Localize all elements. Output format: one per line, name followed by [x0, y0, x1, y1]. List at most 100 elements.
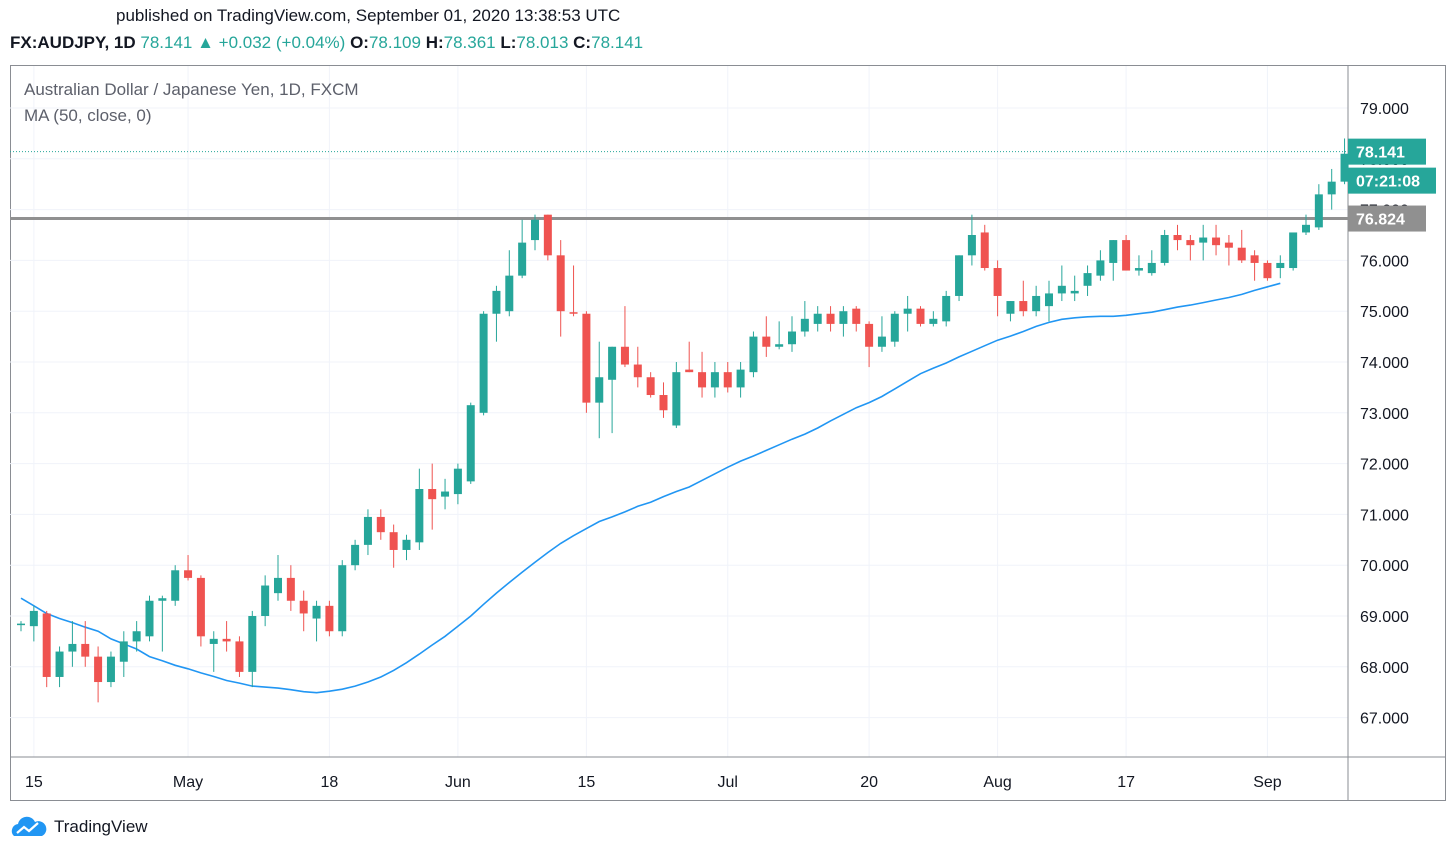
candle-body — [608, 346, 617, 380]
candle — [633, 346, 642, 388]
candle — [980, 224, 989, 271]
candle-body — [209, 638, 218, 644]
candle-body — [813, 313, 822, 324]
y-tick-label: 73.000 — [1360, 406, 1409, 423]
candle — [672, 362, 681, 429]
candle-body — [505, 275, 514, 312]
candle-body — [633, 364, 642, 378]
candle-body — [543, 214, 552, 256]
candle — [685, 341, 694, 373]
candle-body — [1045, 293, 1053, 307]
countdown-tag-bg — [1348, 167, 1436, 194]
candle — [132, 621, 141, 652]
candle-body — [839, 311, 848, 324]
candle-body — [1057, 285, 1066, 294]
candle — [620, 306, 629, 368]
candle — [42, 610, 51, 688]
candle-body — [942, 295, 951, 322]
candle-body — [351, 544, 360, 566]
candle — [762, 316, 771, 357]
candle — [119, 631, 128, 677]
candle-body — [248, 616, 257, 672]
candle — [106, 651, 115, 688]
candle — [1096, 250, 1105, 281]
candle-body — [1289, 232, 1298, 269]
candle — [1083, 265, 1092, 296]
candle-body — [659, 395, 668, 411]
indicator-legend[interactable]: MA (50, close, 0) — [24, 106, 152, 125]
last-price-tag-text: 78.141 — [1356, 145, 1405, 162]
brand-footer[interactable]: TradingView — [8, 816, 148, 838]
candle — [286, 565, 295, 611]
candle — [479, 311, 488, 416]
candle — [1250, 250, 1259, 281]
change-value: +0.032 (+0.04%) — [218, 33, 346, 52]
low-value: 78.013 — [516, 33, 569, 52]
candle-body — [890, 313, 899, 342]
candle — [81, 621, 90, 667]
candle — [466, 402, 475, 484]
candle-body — [389, 532, 398, 550]
candle — [1199, 224, 1208, 261]
candle — [788, 316, 796, 352]
x-tick-label: Aug — [983, 774, 1011, 791]
ma-line — [20, 282, 1281, 694]
candle-body — [1224, 242, 1233, 248]
candle — [1109, 240, 1118, 281]
candle-body — [441, 491, 450, 497]
candle-body — [620, 346, 629, 365]
candle-body — [685, 369, 694, 373]
candle — [17, 621, 25, 632]
candle — [492, 285, 501, 342]
candle — [916, 306, 925, 327]
y-tick-label: 79.000 — [1360, 101, 1409, 118]
candle-body — [967, 235, 976, 256]
candle — [1045, 280, 1053, 322]
candle — [184, 555, 193, 581]
candle — [967, 214, 976, 266]
low-label: L: — [500, 33, 517, 52]
candle — [890, 311, 899, 347]
candle-body — [993, 268, 1002, 296]
candle — [723, 362, 732, 393]
candle — [518, 219, 527, 279]
candle — [556, 240, 565, 337]
last-price-tag-bg — [1348, 138, 1426, 165]
candle-body — [903, 308, 912, 314]
candle — [1134, 255, 1143, 276]
x-tick-label: Jul — [718, 774, 738, 791]
candle — [531, 214, 539, 251]
candle-body — [955, 255, 964, 296]
candle — [1327, 168, 1336, 210]
candle — [68, 621, 77, 667]
candle-body — [1250, 255, 1259, 263]
candle-body — [775, 344, 784, 347]
candle-body — [428, 489, 437, 500]
candle-body — [196, 577, 205, 637]
candle-body — [1147, 262, 1156, 274]
candle — [710, 362, 719, 398]
candle — [376, 509, 385, 540]
candle — [865, 321, 874, 368]
candle — [338, 560, 347, 637]
candle-body — [1340, 153, 1349, 182]
candle — [453, 463, 462, 505]
candle-body — [1237, 247, 1246, 261]
candle-body — [453, 468, 462, 495]
candle — [209, 631, 218, 672]
candle — [1314, 184, 1323, 230]
candle-body — [710, 372, 719, 388]
candle — [813, 306, 822, 332]
candle — [415, 468, 424, 550]
candle-body — [106, 656, 115, 683]
candle — [736, 362, 745, 398]
candle-body — [132, 631, 141, 642]
candle-body — [877, 336, 886, 347]
candle — [659, 382, 668, 418]
y-tick-label: 75.000 — [1360, 304, 1409, 321]
symbol-label: FX:AUDJPY, 1D — [10, 33, 136, 52]
candle-body — [81, 643, 90, 657]
candle — [222, 621, 231, 652]
candle-body — [274, 577, 282, 594]
